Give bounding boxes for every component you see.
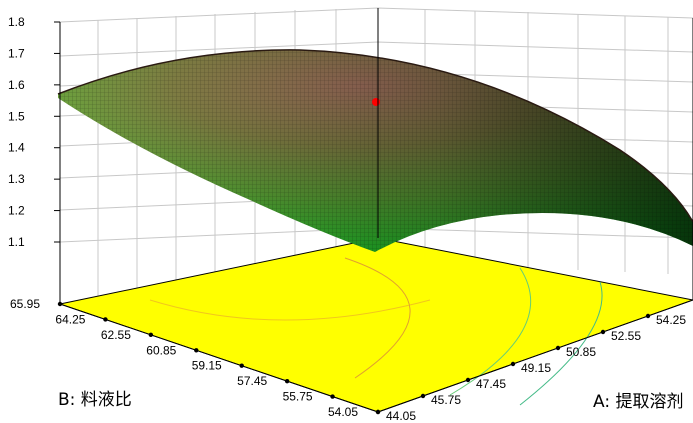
- a-tick-mark: [600, 329, 606, 335]
- b-tick-mark: [284, 378, 290, 384]
- response-surface: [57, 49, 693, 252]
- a-tick-label: 45.75: [431, 393, 461, 407]
- a-tick-mark: [465, 377, 471, 383]
- b-tick-label: 65.95: [10, 297, 40, 311]
- floor-contours: [149, 257, 603, 406]
- a-tick-mark: [420, 393, 426, 399]
- z-axis-ticks: 1.1 1.2 1.3 1.4 1.5 1.6 1.7 1.8: [8, 15, 60, 249]
- b-tick-label: 54.05: [328, 405, 358, 419]
- b-tick-label: 55.75: [283, 390, 313, 404]
- b-tick-label: 60.85: [146, 343, 176, 357]
- b-axis-title: B: 料液比: [58, 390, 132, 410]
- b-tick-mark: [330, 394, 335, 399]
- floor-plane: [58, 237, 693, 413]
- z-tick-label: 1.7: [8, 46, 25, 60]
- b-tick-label: 57.45: [237, 374, 267, 388]
- a-tick-label: 50.85: [566, 345, 596, 359]
- a-tick-label: 54.25: [656, 313, 686, 327]
- a-tick-mark: [555, 345, 561, 351]
- b-tick-label: 62.55: [101, 328, 131, 342]
- b-tick-label: 59.15: [192, 359, 222, 373]
- a-tick-label: 49.15: [521, 361, 551, 375]
- z-tick-label: 1.2: [8, 204, 25, 218]
- b-axis-ticks: 54.05 55.75 57.45 59.15 60.85 62.55 64.25 65.95: [10, 297, 381, 419]
- b-tick-mark: [239, 363, 244, 368]
- z-tick-label: 1.5: [8, 109, 25, 123]
- z-tick-label: 1.3: [8, 172, 25, 186]
- z-tick-label: 1.8: [8, 15, 25, 29]
- a-tick-mark: [510, 361, 516, 367]
- z-tick-label: 1.4: [8, 141, 25, 155]
- b-tick-mark: [148, 332, 154, 338]
- a-tick-label: 44.05: [386, 409, 416, 423]
- b-tick-mark: [194, 348, 199, 353]
- z-tick-label: 1.6: [8, 78, 25, 92]
- a-tick-label: 52.55: [611, 329, 641, 343]
- b-tick-mark: [103, 317, 108, 322]
- a-axis-ticks: 44.05 45.75 47.45 49.15 50.85 52.55 54.25: [375, 313, 686, 423]
- z-tick-label: 1.1: [8, 235, 25, 249]
- optimum-point: [372, 98, 380, 106]
- b-tick-mark: [57, 301, 63, 307]
- a-tick-label: 47.45: [476, 377, 506, 391]
- axis-lines: [59, 8, 693, 413]
- b-tick-label: 64.25: [55, 312, 85, 326]
- a-tick-mark: [645, 313, 651, 319]
- a-tick-mark: [375, 409, 381, 415]
- a-axis-title: A: 提取溶剂: [593, 392, 683, 412]
